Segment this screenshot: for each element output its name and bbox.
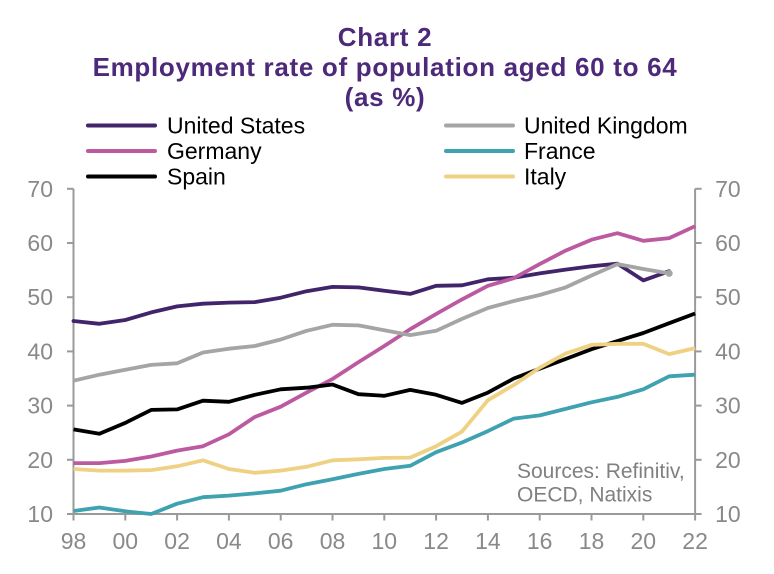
- svg-text:50: 50: [715, 284, 741, 310]
- svg-text:OECD, Natixis: OECD, Natixis: [517, 484, 652, 507]
- svg-text:Spain: Spain: [167, 164, 226, 190]
- svg-text:40: 40: [715, 338, 741, 364]
- svg-text:16: 16: [527, 528, 553, 554]
- svg-text:20: 20: [27, 447, 53, 473]
- svg-text:10: 10: [27, 501, 53, 527]
- svg-text:98: 98: [61, 528, 87, 554]
- svg-text:50: 50: [27, 284, 53, 310]
- svg-text:02: 02: [164, 528, 190, 554]
- svg-text:30: 30: [715, 393, 741, 419]
- svg-text:70: 70: [715, 176, 741, 202]
- svg-text:60: 60: [715, 230, 741, 256]
- svg-text:04: 04: [216, 528, 242, 554]
- svg-text:60: 60: [27, 230, 53, 256]
- svg-text:Italy: Italy: [524, 164, 567, 190]
- svg-text:20: 20: [631, 528, 657, 554]
- svg-text:United States: United States: [167, 113, 305, 139]
- svg-text:10: 10: [715, 501, 741, 527]
- svg-text:22: 22: [682, 528, 708, 554]
- svg-text:00: 00: [113, 528, 139, 554]
- svg-text:70: 70: [27, 176, 53, 202]
- svg-text:Germany: Germany: [167, 138, 262, 164]
- svg-text:40: 40: [27, 338, 53, 364]
- svg-text:30: 30: [27, 393, 53, 419]
- svg-text:United Kingdom: United Kingdom: [524, 113, 688, 139]
- svg-text:06: 06: [268, 528, 294, 554]
- svg-text:France: France: [524, 138, 596, 164]
- svg-text:14: 14: [475, 528, 501, 554]
- svg-text:20: 20: [715, 447, 741, 473]
- svg-text:12: 12: [423, 528, 449, 554]
- svg-text:10: 10: [372, 528, 398, 554]
- svg-text:18: 18: [579, 528, 605, 554]
- svg-text:08: 08: [320, 528, 346, 554]
- svg-text:Sources: Refinitiv,: Sources: Refinitiv,: [517, 460, 685, 483]
